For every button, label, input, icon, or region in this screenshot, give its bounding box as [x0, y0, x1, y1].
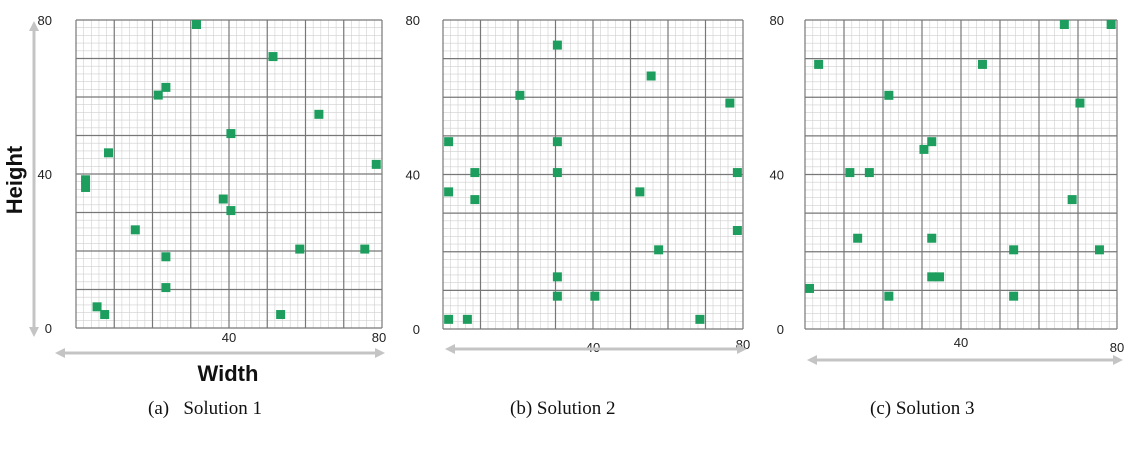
data-point-square: [853, 233, 863, 243]
data-point-square: [977, 59, 987, 69]
data-point-square: [927, 137, 937, 147]
data-point-square: [1059, 20, 1069, 29]
data-point-square: [161, 252, 171, 262]
y-tick-label: 80: [770, 13, 784, 28]
data-point-square: [552, 137, 562, 147]
data-point-square: [1106, 20, 1116, 29]
data-point-square: [552, 40, 562, 50]
data-point-square: [1067, 195, 1077, 205]
x-tick-label: 80: [1110, 340, 1124, 355]
data-point-square: [635, 187, 645, 197]
data-point-square: [552, 168, 562, 178]
data-point-square: [161, 283, 171, 293]
x-tick-label: 40: [954, 335, 968, 350]
data-point-square: [654, 245, 664, 255]
data-point-square: [153, 90, 163, 100]
caption-c: (c) Solution 3: [870, 398, 975, 419]
data-point-square: [884, 291, 894, 301]
data-point-square: [226, 129, 236, 139]
data-point-square: [552, 272, 562, 282]
caption-b: (b) Solution 2: [510, 398, 616, 419]
data-point-square: [935, 272, 945, 282]
data-point-square: [805, 283, 814, 293]
y-tick-label: 0: [45, 321, 52, 336]
data-point-square: [884, 90, 894, 100]
data-point-square: [1009, 245, 1019, 255]
y-tick-label: 0: [413, 322, 420, 337]
x-tick-label: 40: [222, 330, 236, 345]
data-point-square: [81, 182, 91, 192]
data-point-square: [295, 244, 305, 254]
x-tick-label: 80: [372, 330, 386, 345]
data-point-square: [191, 20, 201, 29]
data-point-square: [444, 137, 454, 147]
data-point-square: [919, 144, 929, 154]
data-point-square: [725, 98, 735, 108]
data-point-square: [470, 195, 480, 205]
data-point-square: [590, 291, 600, 301]
data-point-square: [864, 168, 874, 178]
y-tick-label: 40: [406, 168, 420, 183]
data-point-square: [444, 314, 454, 324]
data-point-square: [646, 71, 656, 81]
x-axis-label: Width: [198, 361, 259, 386]
data-point-square: [732, 226, 742, 236]
data-point-square: [161, 82, 171, 92]
chart-panel-solution-1: 0 40 80 40 80: [38, 13, 387, 345]
y-tick-label: 40: [770, 168, 784, 183]
data-point-square: [927, 233, 937, 243]
data-point-square: [814, 59, 824, 69]
data-point-square: [732, 168, 742, 178]
data-point-square: [695, 314, 705, 324]
chart-panel-solution-3: 0 40 80 40 80: [770, 13, 1125, 355]
y-tick-label: 80: [406, 13, 420, 28]
data-point-square: [81, 175, 91, 185]
data-point-square: [360, 244, 370, 254]
data-point-square: [444, 187, 454, 197]
data-point-square: [100, 310, 110, 320]
data-point-square: [845, 168, 855, 178]
data-point-square: [92, 302, 102, 312]
data-point-square: [927, 272, 937, 282]
y-tick-label: 0: [777, 322, 784, 337]
data-point-square: [1075, 98, 1085, 108]
data-point-square: [276, 310, 286, 320]
y-axis-label: Height: [2, 145, 27, 214]
data-point-square: [218, 194, 228, 204]
data-point-square: [1094, 245, 1104, 255]
data-point-square: [1009, 291, 1019, 301]
data-point-square: [371, 159, 381, 169]
data-point-square: [226, 206, 236, 216]
data-point-square: [268, 52, 278, 62]
caption-a: (a) Solution 1: [148, 398, 262, 419]
y-tick-label: 40: [38, 167, 52, 182]
y-tick-label: 80: [38, 13, 52, 28]
data-point-square: [314, 109, 324, 119]
data-point-square: [552, 291, 562, 301]
data-point-square: [130, 225, 140, 235]
data-point-square: [104, 148, 114, 158]
data-point-square: [515, 90, 525, 100]
data-point-square: [470, 168, 480, 178]
data-point-square: [462, 314, 472, 324]
